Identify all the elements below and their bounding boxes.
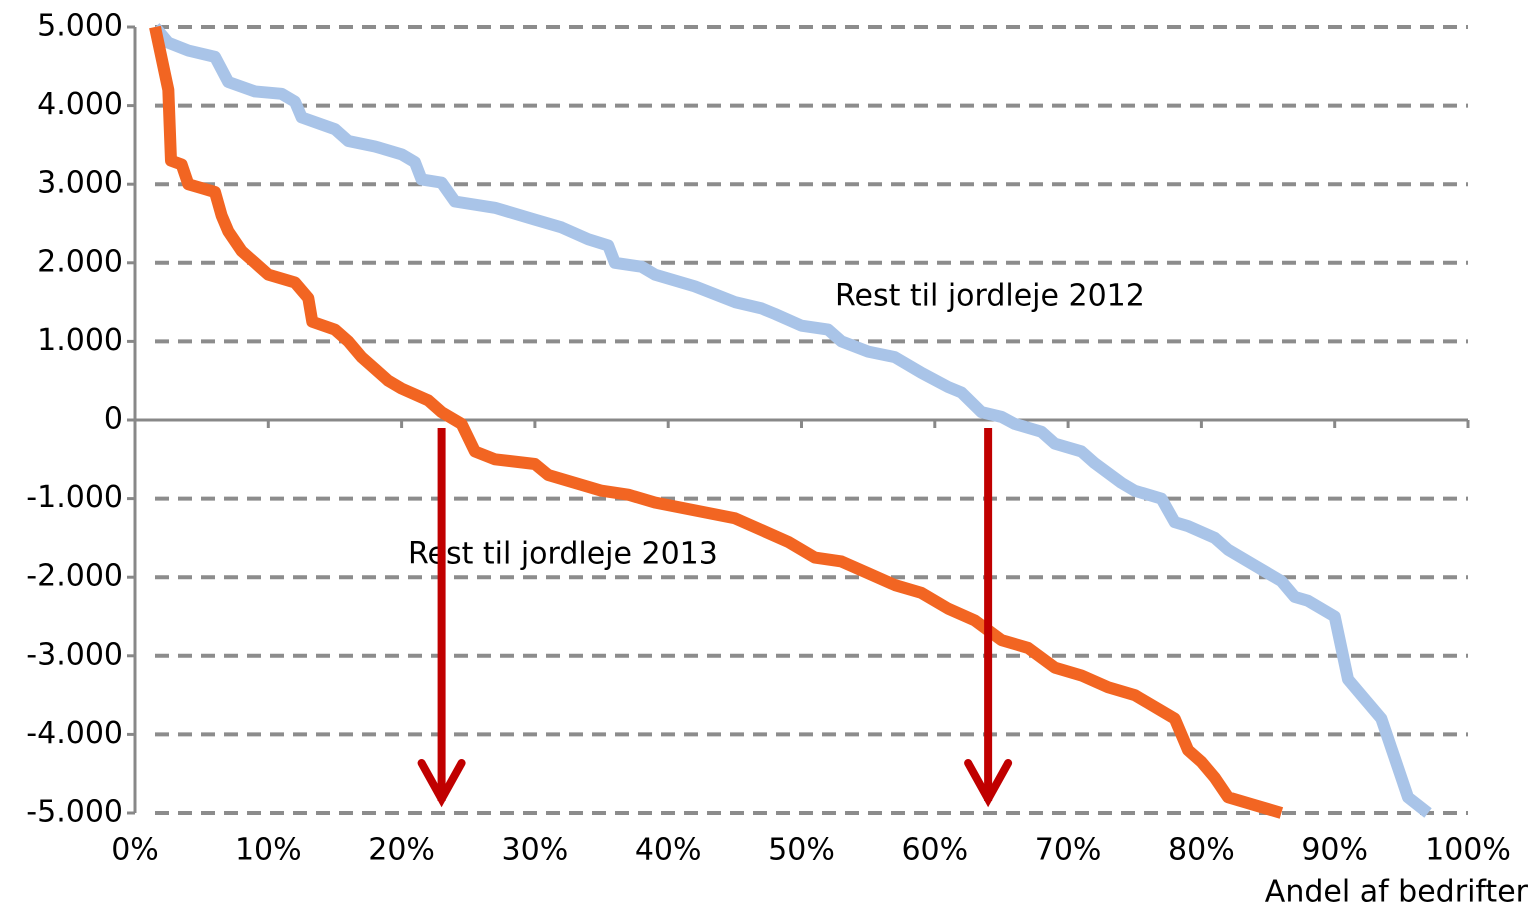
x-tick-label: 70%	[1035, 833, 1102, 868]
x-tick-label: 100%	[1425, 833, 1511, 868]
arrow-head	[964, 759, 1013, 808]
x-tick-label: 90%	[1301, 833, 1368, 868]
y-tick-label: 0	[104, 402, 123, 437]
y-tick-label: 2.000	[37, 244, 123, 279]
x-tick-label: 30%	[502, 833, 569, 868]
x-tick-label: 80%	[1168, 833, 1235, 868]
y-tick-label: 5.000	[37, 9, 123, 44]
y-tick-label: -3.000	[26, 637, 123, 672]
x-tick-label: 60%	[901, 833, 968, 868]
x-tick-label: 20%	[368, 833, 435, 868]
x-tick-label: 0%	[111, 833, 159, 868]
y-tick-label: 4.000	[37, 87, 123, 122]
series-line	[149, 25, 1284, 819]
annotation: Rest til jordleje 2013	[408, 537, 718, 572]
arrow-head	[417, 759, 466, 808]
y-tick-label: -5.000	[26, 795, 123, 830]
series-line	[150, 23, 1432, 818]
x-tick-label: 50%	[768, 833, 835, 868]
y-tick-label: -2.000	[26, 559, 123, 594]
x-axis-label: Andel af bedrifter	[1265, 875, 1529, 910]
annotation: Rest til jordleje 2012	[835, 279, 1145, 314]
y-tick-label: 3.000	[37, 166, 123, 201]
y-tick-label: 1.000	[37, 323, 123, 358]
x-tick-label: 40%	[635, 833, 702, 868]
y-tick-label: -1.000	[26, 480, 123, 515]
y-tick-label: -4.000	[26, 716, 123, 751]
x-tick-label: 10%	[235, 833, 302, 868]
